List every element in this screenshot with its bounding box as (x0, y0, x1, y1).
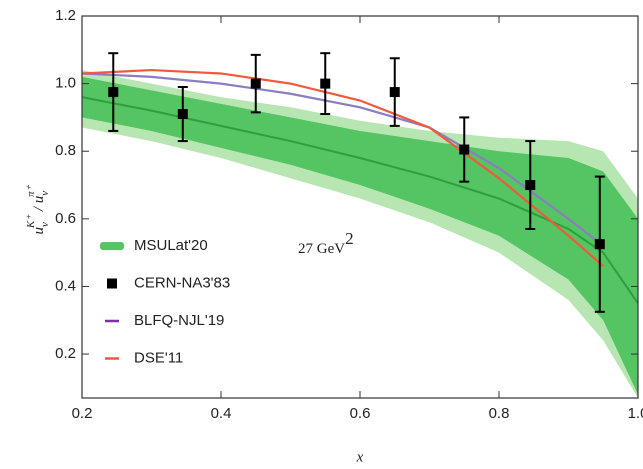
data-point (250, 53, 261, 114)
marker (177, 109, 188, 120)
curve (81, 68, 604, 267)
y-tick-label: 1.2 (55, 7, 76, 24)
plot-area (81, 52, 639, 398)
marker (250, 78, 261, 89)
marker (594, 239, 605, 250)
annotation: 27 GeV2 (298, 229, 354, 258)
x-tick-label: 1.0 (628, 405, 643, 422)
y-tick-label: 0.4 (55, 277, 76, 294)
marker (108, 87, 119, 98)
data-point (177, 85, 188, 143)
inner-band (82, 76, 638, 395)
legend-entry: MSULat'20 (100, 237, 208, 254)
y-num-sub: v (39, 222, 51, 227)
annotation-sup: 2 (345, 229, 354, 248)
y-den: u (31, 196, 47, 204)
y-den-sub: v (39, 191, 51, 196)
data-point (594, 175, 605, 313)
x-tick-label: 0.4 (211, 405, 232, 422)
y-tick-label: 1.0 (55, 75, 76, 92)
y-axis-label-text: uvK⁺ / uvπ⁺ (25, 184, 51, 234)
x-tick-label: 0.8 (489, 405, 510, 422)
data-point (525, 140, 536, 230)
y-tick-label: 0.8 (55, 142, 76, 159)
x-tick-label: 0.6 (350, 405, 371, 422)
legend-label: DSE'11 (134, 349, 183, 366)
y-den-sup: π⁺ (25, 184, 37, 197)
legend-entry: BLFQ-NJL'19 (105, 312, 224, 329)
legend-entry: CERN-NA3'83 (107, 274, 230, 291)
y-sep: / (31, 203, 47, 215)
legend-swatch (100, 242, 124, 250)
marker (525, 180, 536, 191)
y-axis-label: uvK⁺ / uvπ⁺ (25, 184, 51, 234)
y-tick-label: 0.6 (55, 210, 76, 227)
marker (320, 78, 331, 89)
marker (389, 87, 400, 98)
curve (81, 72, 604, 247)
x-tick-label: 0.2 (72, 405, 93, 422)
y-num: u (31, 227, 47, 235)
data-point (320, 52, 331, 116)
marker (459, 144, 470, 155)
data-point (459, 116, 470, 183)
legend-label: CERN-NA3'83 (134, 274, 230, 291)
y-tick-label: 0.2 (55, 345, 76, 362)
annotation-text: 27 GeV (298, 241, 345, 257)
legend-entry: DSE'11 (105, 349, 183, 366)
data-point (389, 57, 400, 127)
legend-label: MSULat'20 (134, 237, 208, 254)
x-axis-label: x (356, 449, 364, 465)
y-num-sup: K⁺ (25, 214, 37, 229)
legend-label: BLFQ-NJL'19 (134, 312, 224, 329)
data-point (108, 52, 119, 132)
legend-swatch (107, 278, 117, 289)
